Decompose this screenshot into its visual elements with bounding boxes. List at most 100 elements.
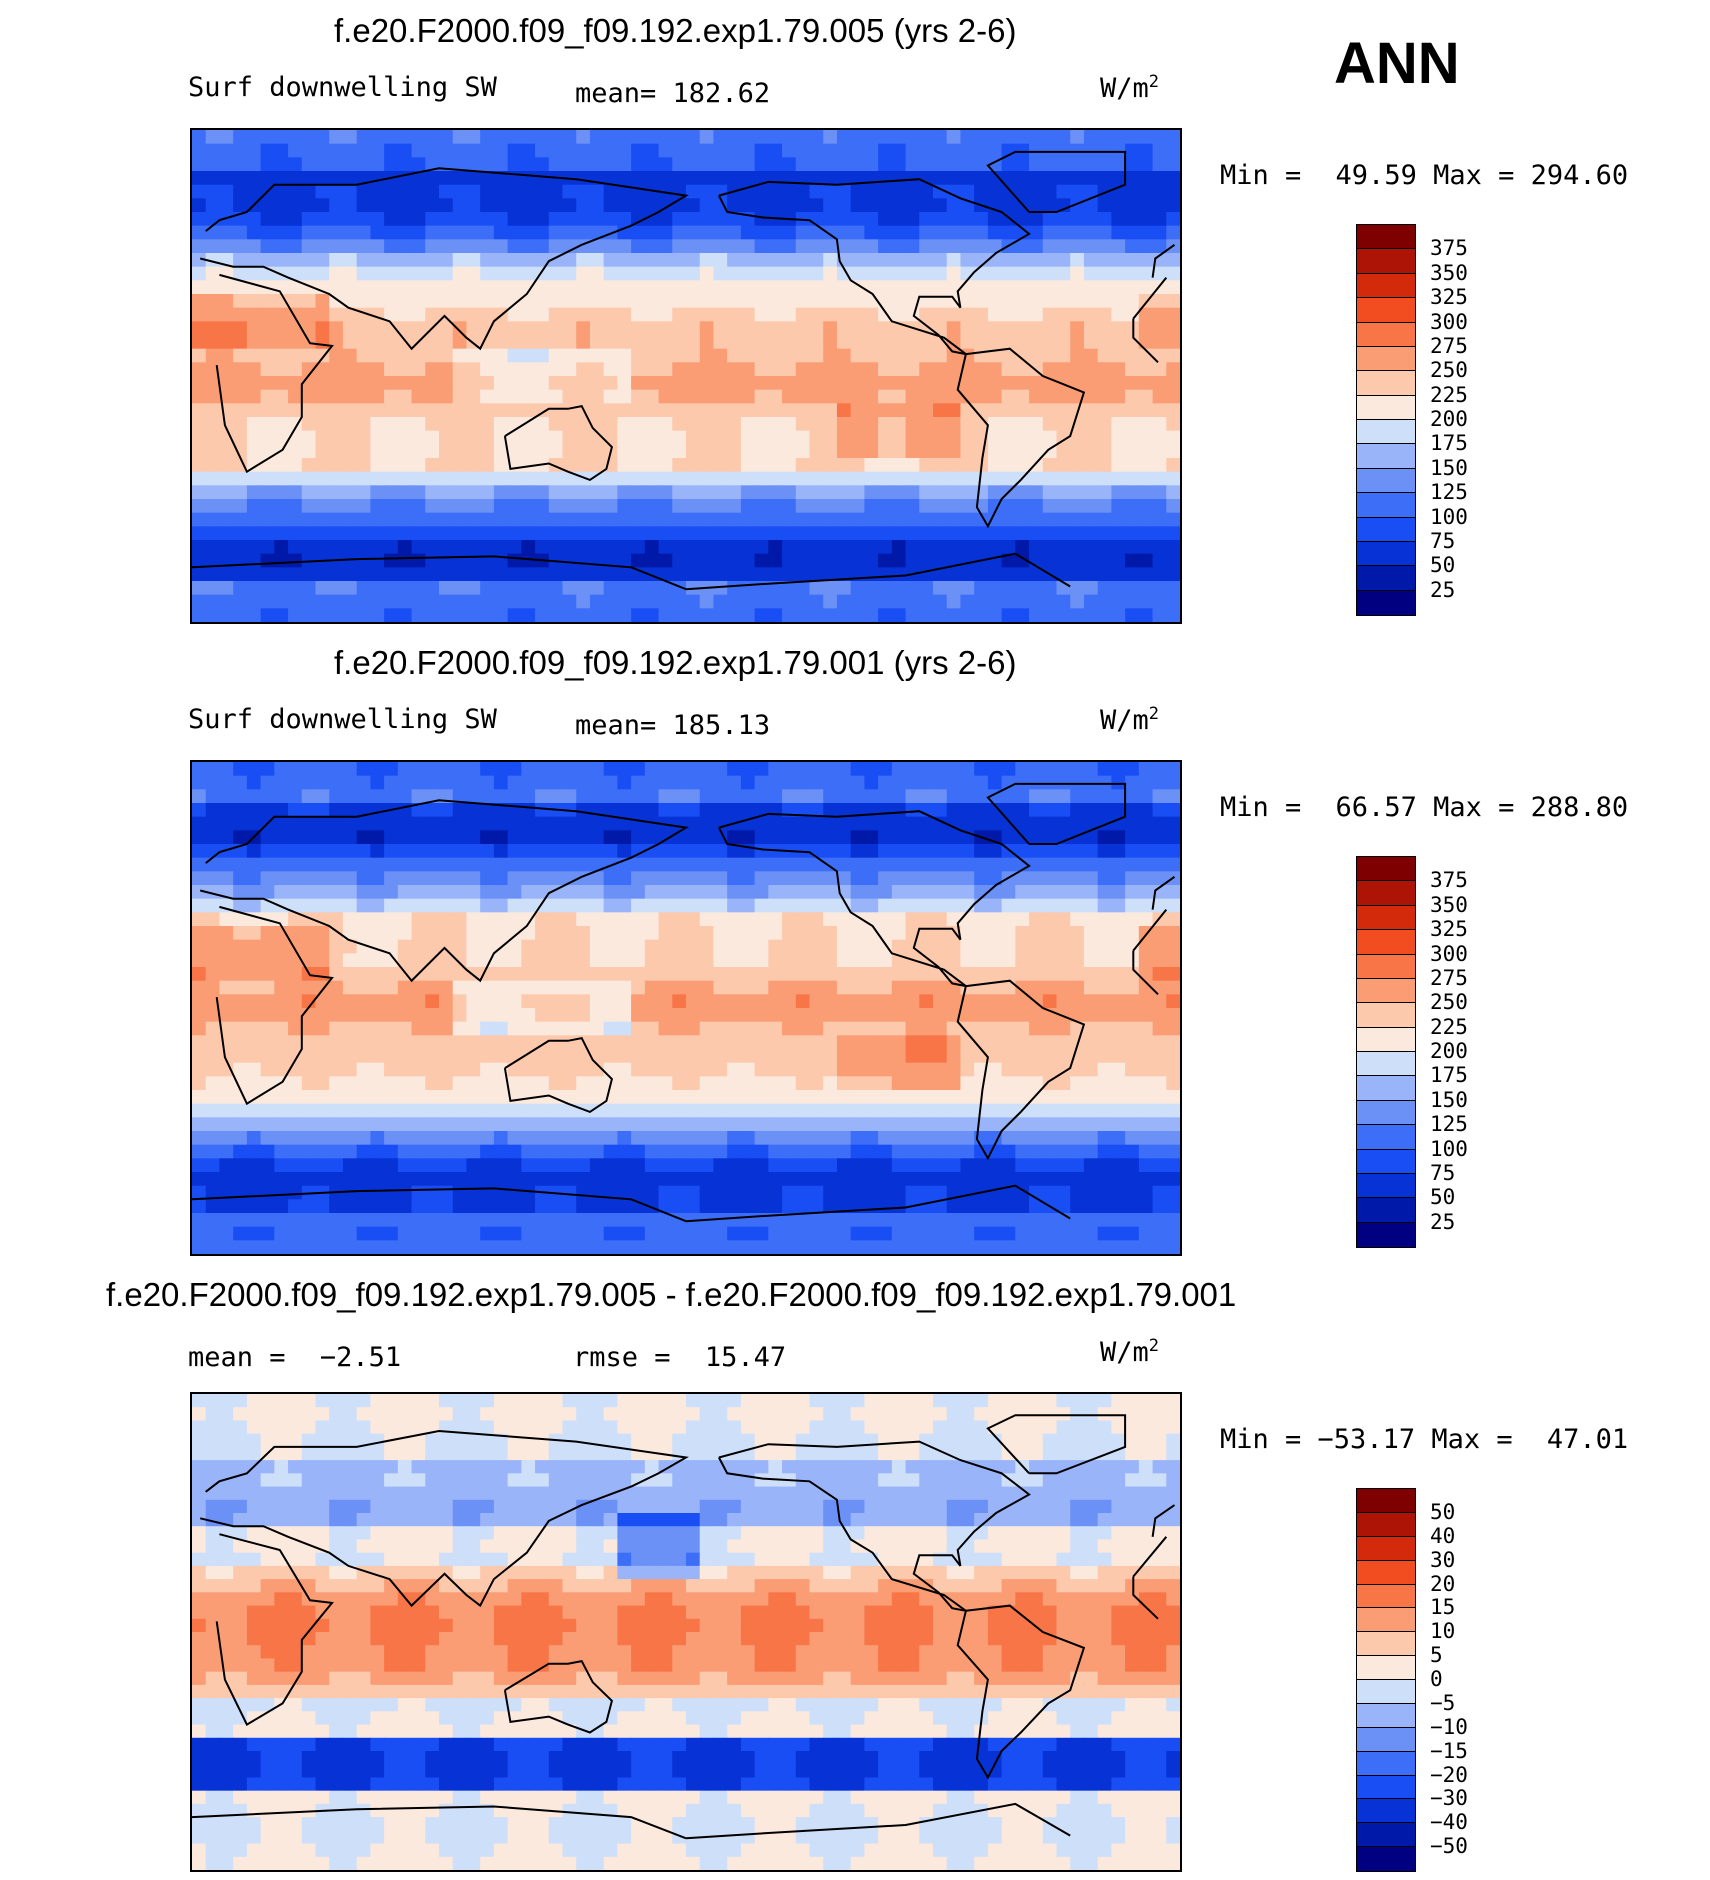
field-cell bbox=[768, 1076, 783, 1091]
field-cell bbox=[836, 830, 852, 845]
field-cell bbox=[740, 526, 756, 541]
field-cell bbox=[329, 212, 344, 227]
field-cell bbox=[342, 1131, 358, 1146]
field-cell bbox=[617, 926, 632, 941]
field-cell bbox=[1097, 857, 1112, 872]
field-cell bbox=[836, 171, 852, 186]
season-label: ANN bbox=[1334, 31, 1460, 96]
field-cell bbox=[1001, 608, 1016, 622]
field-cell bbox=[576, 939, 591, 954]
field-cell bbox=[631, 844, 646, 859]
field-cell bbox=[919, 1144, 934, 1159]
field-cell bbox=[452, 1144, 468, 1159]
field-cell bbox=[823, 362, 838, 377]
field-cell bbox=[905, 898, 920, 913]
field-cell bbox=[836, 857, 852, 872]
field-cell bbox=[315, 389, 330, 404]
field-cell bbox=[658, 362, 673, 377]
field-cell bbox=[548, 762, 564, 777]
field-cell bbox=[1125, 239, 1140, 254]
field-cell bbox=[768, 130, 783, 145]
field-cell bbox=[960, 926, 975, 941]
field-cell bbox=[686, 1008, 701, 1023]
field-cell bbox=[493, 321, 509, 336]
field-cell bbox=[864, 403, 879, 418]
field-cell bbox=[1083, 926, 1099, 941]
field-cell bbox=[1097, 376, 1112, 391]
field-cell bbox=[205, 980, 221, 995]
field-cell bbox=[274, 239, 289, 254]
field-cell bbox=[493, 885, 509, 900]
field-cell bbox=[411, 939, 426, 954]
field-cell bbox=[987, 912, 1003, 927]
field-cell bbox=[672, 953, 687, 968]
field-cell bbox=[342, 157, 358, 172]
field-cell bbox=[301, 1035, 317, 1050]
field-cell bbox=[644, 444, 660, 459]
field-cell bbox=[1097, 239, 1112, 254]
field-cell bbox=[384, 1185, 399, 1200]
field-cell bbox=[823, 553, 838, 568]
field-cell bbox=[878, 1062, 893, 1077]
field-cell bbox=[713, 967, 728, 982]
field-cell bbox=[1015, 458, 1030, 473]
field-cell bbox=[617, 471, 632, 486]
field-cell bbox=[603, 471, 618, 486]
field-cell bbox=[1111, 239, 1126, 254]
field-cell bbox=[1166, 1035, 1180, 1050]
field-cell bbox=[439, 471, 454, 486]
field-cell bbox=[658, 1117, 673, 1132]
field-cell bbox=[205, 608, 221, 622]
field-cell bbox=[562, 403, 577, 418]
field-cell bbox=[480, 885, 495, 900]
field-cell bbox=[699, 1035, 715, 1050]
field-cell bbox=[1029, 1117, 1044, 1132]
field-cell bbox=[480, 994, 495, 1009]
field-cell bbox=[672, 926, 687, 941]
field-cell bbox=[521, 967, 536, 982]
field-cell bbox=[589, 130, 605, 145]
field-cell bbox=[946, 775, 962, 790]
field-cell bbox=[1083, 266, 1099, 281]
field-cell bbox=[878, 321, 893, 336]
field-cell bbox=[823, 1090, 838, 1105]
field-cell bbox=[452, 171, 468, 186]
field-cell bbox=[740, 1158, 756, 1173]
field-cell bbox=[960, 816, 975, 831]
field-cell bbox=[288, 1035, 303, 1050]
field-cell bbox=[507, 540, 522, 555]
field-cell bbox=[288, 212, 303, 227]
field-cell bbox=[658, 512, 673, 527]
field-cell bbox=[672, 417, 687, 432]
field-cell bbox=[480, 499, 495, 514]
field-cell bbox=[301, 294, 317, 309]
field-cell bbox=[548, 953, 564, 968]
field-cell bbox=[562, 130, 577, 145]
field-cell bbox=[1042, 499, 1058, 514]
field-cell bbox=[507, 980, 522, 995]
field-cell bbox=[315, 898, 330, 913]
field-cell bbox=[768, 253, 783, 268]
field-cell bbox=[493, 389, 509, 404]
field-cell bbox=[1152, 1172, 1167, 1187]
field-cell bbox=[891, 430, 907, 445]
field-cell bbox=[1070, 526, 1085, 541]
field-cell bbox=[439, 485, 454, 500]
field-cell bbox=[535, 294, 550, 309]
field-cell bbox=[548, 1117, 564, 1132]
field-cell bbox=[933, 225, 948, 240]
field-cell bbox=[1152, 762, 1167, 777]
field-cell bbox=[864, 348, 879, 363]
field-cell bbox=[246, 1199, 262, 1214]
field-cell bbox=[466, 803, 481, 818]
field-cell bbox=[370, 1008, 385, 1023]
field-cell bbox=[493, 953, 509, 968]
field-cell bbox=[535, 280, 550, 295]
field-cell bbox=[631, 830, 646, 845]
colorbar-swatch bbox=[1357, 566, 1415, 591]
field-cell bbox=[370, 499, 385, 514]
field-cell bbox=[411, 239, 426, 254]
field-cell bbox=[1152, 1076, 1167, 1091]
field-cell bbox=[686, 266, 701, 281]
field-cell bbox=[1166, 1062, 1180, 1077]
